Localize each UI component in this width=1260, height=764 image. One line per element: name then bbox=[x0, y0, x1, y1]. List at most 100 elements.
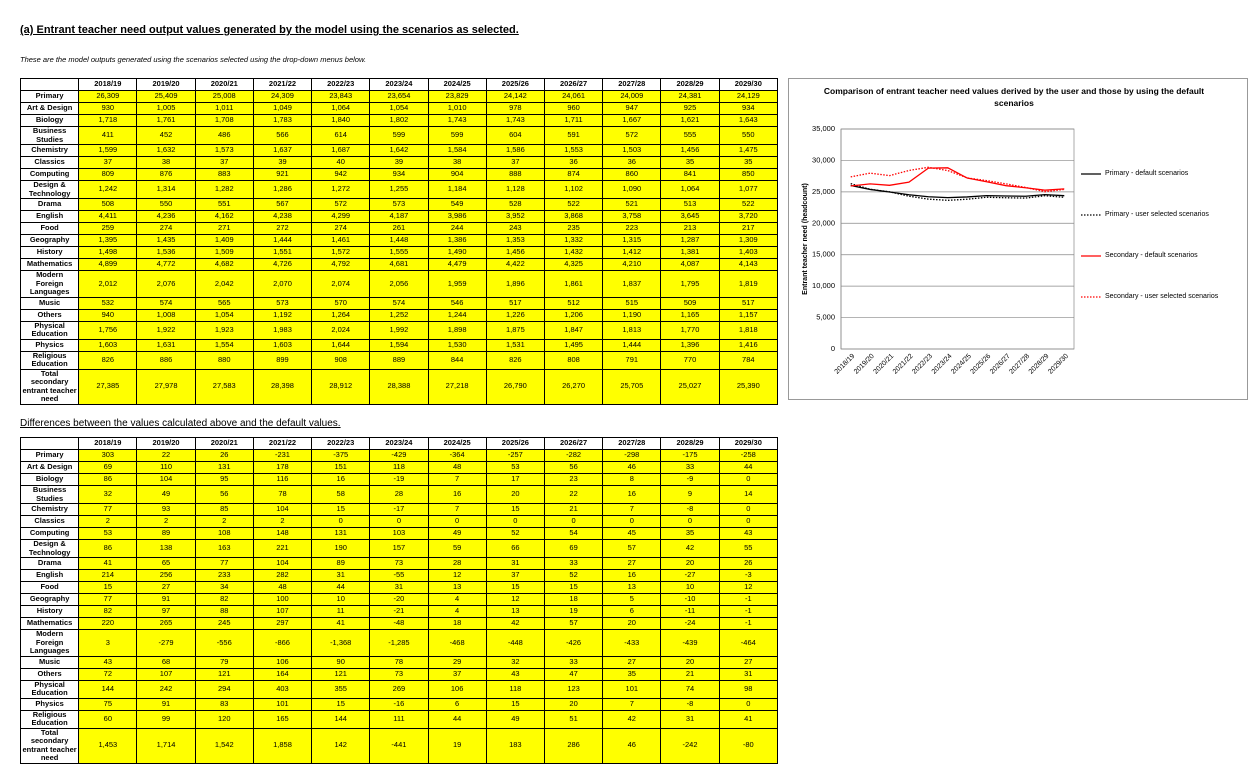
row-label: Primary bbox=[19, 90, 80, 103]
value-cell: 79 bbox=[194, 655, 254, 669]
value-cell: 2,070 bbox=[252, 270, 313, 298]
x-tick-label: 2020/21 bbox=[872, 353, 895, 376]
value-cell: 1,412 bbox=[602, 246, 662, 259]
table-row: Biology 1,718 1,761 1,708 1,783 1,840 1,802 1,7… bbox=[19, 114, 779, 127]
value-cell: 1,286 bbox=[252, 180, 313, 199]
column-header: 2025/26 bbox=[485, 437, 545, 450]
value-cell: 7 bbox=[427, 473, 487, 486]
value-cell: 121 bbox=[311, 667, 371, 681]
value-cell: 12 bbox=[718, 581, 779, 594]
value-cell: 1,795 bbox=[660, 270, 720, 298]
row-label: Business Studies bbox=[19, 485, 80, 504]
column-header: 2029/30 bbox=[718, 437, 779, 450]
value-cell: -10 bbox=[660, 593, 720, 606]
value-cell: 15 bbox=[543, 581, 604, 594]
heading: (a) Entrant teacher need output values g… bbox=[20, 24, 519, 36]
value-cell: 1,572 bbox=[311, 246, 371, 259]
value-cell: 11 bbox=[311, 605, 371, 618]
value-cell: 24,009 bbox=[602, 90, 662, 103]
value-cell: 178 bbox=[252, 461, 313, 474]
column-header: 2021/22 bbox=[252, 437, 313, 450]
value-cell: 978 bbox=[485, 102, 545, 115]
value-cell: 26,270 bbox=[543, 368, 604, 405]
value-cell: 1,226 bbox=[485, 308, 545, 322]
value-cell: 118 bbox=[369, 461, 429, 474]
value-cell: 286 bbox=[543, 727, 604, 764]
value-cell: 947 bbox=[602, 102, 662, 115]
value-cell: 17 bbox=[485, 473, 545, 486]
table-row: Music 43 68 79 106 90 78 29 32 33 27 20 27 bbox=[19, 655, 779, 669]
x-tick-label: 2019/20 bbox=[853, 353, 876, 376]
value-cell: 522 bbox=[718, 198, 779, 211]
value-cell: 78 bbox=[252, 485, 313, 504]
value-cell: 89 bbox=[311, 557, 371, 570]
value-cell: 242 bbox=[136, 679, 196, 699]
value-cell: -19 bbox=[369, 473, 429, 486]
value-cell: 104 bbox=[252, 557, 313, 570]
value-cell: 26 bbox=[718, 557, 779, 570]
value-cell: 2,042 bbox=[194, 270, 254, 298]
value-cell: 49 bbox=[136, 485, 196, 504]
value-cell: 1,255 bbox=[369, 180, 429, 199]
value-cell: 1,010 bbox=[427, 102, 487, 115]
value-cell: 69 bbox=[78, 461, 138, 474]
value-cell: 16 bbox=[602, 485, 662, 504]
value-cell: 91 bbox=[136, 593, 196, 606]
table-row: History 1,498 1,536 1,509 1,551 1,572 1,555 1,4… bbox=[19, 246, 779, 259]
value-cell: 214 bbox=[78, 569, 138, 582]
value-cell: 27,978 bbox=[136, 368, 196, 405]
column-header: 2028/29 bbox=[660, 78, 720, 91]
value-cell: 513 bbox=[660, 198, 720, 211]
value-cell: 33 bbox=[660, 461, 720, 474]
row-label: Others bbox=[19, 667, 80, 681]
value-cell: 7 bbox=[602, 697, 662, 711]
value-cell: -279 bbox=[136, 629, 196, 657]
value-cell: 0 bbox=[543, 515, 604, 528]
value-cell: 1,309 bbox=[718, 234, 779, 247]
value-cell: 1,453 bbox=[78, 727, 138, 764]
value-cell: 1,743 bbox=[485, 114, 545, 127]
column-header: 2027/28 bbox=[602, 78, 662, 91]
y-tick-label: 35,000 bbox=[812, 124, 835, 133]
value-cell: 25,409 bbox=[136, 90, 196, 103]
value-cell: 20 bbox=[660, 557, 720, 570]
value-cell: 1,644 bbox=[311, 338, 371, 352]
value-cell: 256 bbox=[136, 569, 196, 582]
table-row: Classics 2 2 2 2 0 0 0 0 0 0 0 0 bbox=[19, 515, 779, 528]
value-cell: 1,064 bbox=[660, 180, 720, 199]
row-label: Modern Foreign Languages bbox=[19, 629, 80, 657]
value-cell: 25,027 bbox=[660, 368, 720, 405]
value-cell: 1,992 bbox=[369, 320, 429, 340]
x-tick-label: 2026/27 bbox=[989, 353, 1012, 376]
value-cell: 233 bbox=[194, 569, 254, 582]
value-cell: 1,165 bbox=[660, 308, 720, 322]
value-cell: 36 bbox=[543, 156, 604, 169]
value-cell: 591 bbox=[543, 126, 604, 145]
table-row: Business Studies 411 452 486 566 614 599 599 604… bbox=[19, 126, 779, 145]
value-cell: 4,682 bbox=[194, 258, 254, 271]
row-label: Design & Technology bbox=[19, 539, 80, 558]
value-cell: 13 bbox=[485, 605, 545, 618]
row-label: Physics bbox=[19, 697, 80, 711]
value-cell: 3,868 bbox=[543, 210, 604, 223]
value-cell: 940 bbox=[78, 308, 138, 322]
value-cell: 163 bbox=[194, 539, 254, 558]
value-cell: -27 bbox=[660, 569, 720, 582]
value-cell: 4,479 bbox=[427, 258, 487, 271]
table-row: Biology 86 104 95 116 16 -19 7 17 23 8 -9 0 bbox=[19, 473, 779, 486]
value-cell: 274 bbox=[311, 222, 371, 235]
value-cell: 103 bbox=[369, 527, 429, 540]
value-cell: 45 bbox=[602, 527, 662, 540]
value-cell: 1,332 bbox=[543, 234, 604, 247]
value-cell: 1,983 bbox=[252, 320, 313, 340]
value-cell: 144 bbox=[311, 709, 371, 729]
value-cell: 1,631 bbox=[136, 338, 196, 352]
value-cell: 21 bbox=[660, 667, 720, 681]
column-header: 2027/28 bbox=[602, 437, 662, 450]
value-cell: 19 bbox=[427, 727, 487, 764]
value-cell: 604 bbox=[485, 126, 545, 145]
corner-cell bbox=[19, 78, 80, 91]
value-cell: 48 bbox=[252, 581, 313, 594]
value-cell: -16 bbox=[369, 697, 429, 711]
